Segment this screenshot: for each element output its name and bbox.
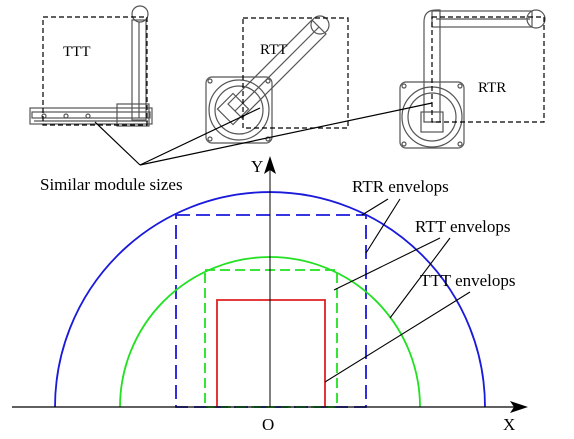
axis-y-label: Y [251,157,263,176]
rtt-envelops-leaders [333,237,451,319]
ttt-end-effector [131,5,149,23]
rtr-vertical-link [423,9,441,123]
rtt-module-box [242,17,349,129]
rtt-envelops-label: RTT envelops [415,217,510,236]
rtr-envelops-leaders [361,198,401,254]
rtr-envelops-label: RTR envelops [352,177,449,196]
x-axis-arrowhead [510,401,528,413]
rtt-end-effector [310,15,330,35]
ttt-label: TTT [63,44,91,60]
rtr-label: RTR [478,80,506,96]
y-axis-arrowhead [264,156,276,174]
rtr-envelope-rect [175,214,367,408]
ttt-module-box [42,16,148,126]
rtt-label: RTT [260,42,287,58]
ttt-envelops-label: TTT envelops [420,271,516,290]
rtr-mechanism [399,9,546,149]
rtt-mechanism [205,15,330,144]
similar-sizes-label: Similar module sizes [40,175,183,194]
ttt-envelops-leaders [324,291,471,383]
ttt-envelope-rect [216,299,326,407]
ttt-vertical-link [131,19,147,121]
rtt-base [205,76,273,144]
axes [12,156,528,413]
origin-label: O [262,415,274,434]
rtt-arm [227,19,327,119]
rtt-envelope-rect [204,269,338,408]
ttt-mechanism [29,5,153,127]
ttt-base-rail [29,107,153,125]
axis-x-label: X [503,415,515,434]
rtr-end-effector [526,9,546,29]
rtr-module-box [431,16,545,123]
similar-sizes-leaders [94,102,433,166]
